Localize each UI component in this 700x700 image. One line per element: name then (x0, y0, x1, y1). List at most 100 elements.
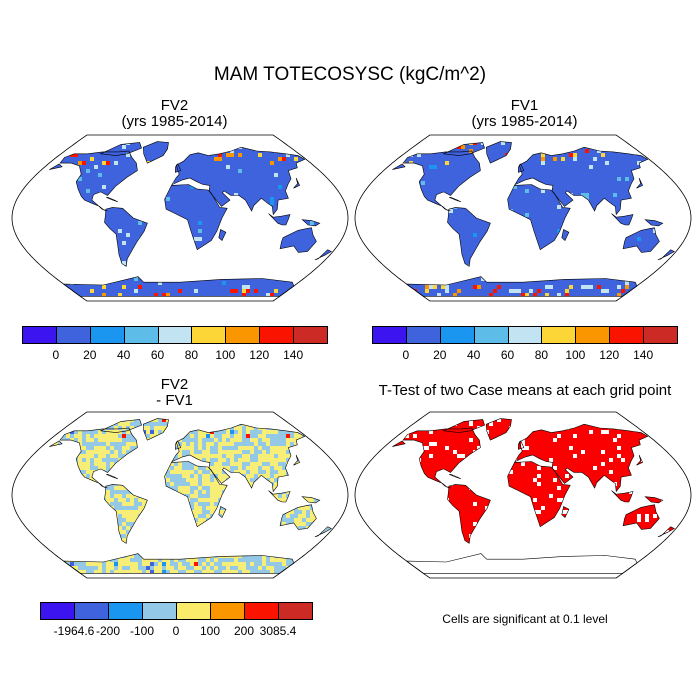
panel-diff-title-line1: FV2 (160, 376, 189, 393)
land-region (561, 229, 569, 241)
coastline (636, 177, 644, 189)
panel-fv2-title-line2: (yrs 1985-2014) (121, 113, 228, 130)
colorbar-box (108, 602, 143, 620)
coastline (622, 227, 660, 253)
coastline (442, 419, 485, 433)
coastline (301, 219, 321, 227)
colorbar-box (123, 326, 159, 344)
coastline (392, 163, 406, 170)
colorbar-box (259, 326, 295, 344)
colorbar-label: 80 (534, 348, 549, 362)
coastline (49, 440, 63, 447)
colorbar-label: 40 (116, 348, 131, 362)
coastline (218, 506, 227, 518)
colorbar-box (40, 602, 75, 620)
panel-fv1-title-line2: (yrs 1985-2014) (471, 113, 578, 130)
land-region (623, 504, 660, 530)
coastline (442, 142, 485, 156)
colorbar-label: 200 (233, 624, 255, 638)
land-region (392, 441, 406, 447)
land-region (486, 141, 512, 164)
coastline (611, 490, 634, 503)
map-border (354, 134, 692, 302)
land-region (164, 184, 228, 250)
colorbar-box (142, 602, 177, 620)
colorbar-label: 20 (433, 348, 447, 362)
colorbar-box (74, 602, 109, 620)
land-region (514, 147, 648, 215)
panel-fv2-title-line1: FV2 (160, 97, 189, 114)
coastline (636, 454, 644, 466)
coastline (644, 496, 664, 504)
colorbar-box (609, 326, 645, 344)
coastline (268, 213, 291, 226)
coastline (142, 141, 169, 164)
coastline (449, 197, 462, 203)
colorbar-difference: -1964.6 -200 -100 0 100 200 3085.4 (40, 602, 313, 638)
colorbar-label: -1964.6 (53, 624, 95, 638)
coastline (657, 526, 675, 538)
panel-diff-title-line2: - FV1 (156, 392, 193, 409)
coastline (517, 163, 525, 173)
colorbar-box (225, 326, 261, 344)
land-region (392, 164, 406, 170)
coastline (447, 207, 491, 267)
land-region (636, 455, 643, 466)
map-ttest (354, 411, 692, 579)
land-region (507, 461, 571, 527)
colorbar-box (176, 602, 211, 620)
figure-title: MAM TOTECOSYSC (kgC/m^2) (213, 64, 487, 85)
coastline (622, 504, 660, 530)
coastline (164, 461, 228, 528)
coastline (142, 418, 169, 441)
colorbar-label: 40 (466, 348, 481, 362)
colorbar-box (473, 326, 509, 344)
colorbar-label: -200 (95, 624, 121, 638)
land-region (314, 249, 332, 260)
colorbar-box (89, 326, 125, 344)
map-border (11, 411, 349, 579)
coastline (561, 506, 570, 518)
land-region (447, 484, 491, 544)
coastline (405, 553, 638, 574)
coastline (392, 440, 406, 447)
panel-diff-title: FV2 - FV1 (22, 377, 327, 409)
colorbar-label: 0 (172, 624, 180, 638)
land-region (293, 178, 300, 189)
coastline (402, 150, 481, 212)
colorbar-box (244, 602, 279, 620)
coastline (279, 227, 317, 253)
colorbar-label: 3085.4 (259, 624, 297, 638)
coastline (59, 427, 138, 489)
coastline (517, 440, 525, 450)
coastline (106, 197, 119, 203)
panel-fv2-title: FV2 (yrs 1985-2014) (22, 98, 327, 130)
panel-ttest-title: T-Test of two Case means at each grid po… (378, 382, 672, 399)
land-region (443, 142, 485, 156)
colorbar-label: 0 (402, 348, 410, 362)
coastline (293, 177, 301, 189)
coastline (405, 276, 638, 297)
land-region (218, 229, 226, 241)
coastline (402, 427, 481, 489)
coastline (611, 213, 634, 226)
colorbar-label: 120 (249, 348, 270, 362)
coastline (174, 440, 182, 450)
coastline (49, 163, 63, 170)
colorbar-label: 140 (283, 348, 304, 362)
colorbar-label: 120 (599, 348, 620, 362)
colorbar-box (210, 602, 245, 620)
colorbar-box (507, 326, 543, 344)
coastline (561, 229, 570, 241)
land-region (507, 184, 571, 250)
significance-note: Cells are significant at 0.1 level (442, 612, 608, 626)
panel-fv1-title-line1: FV1 (510, 97, 539, 114)
coastline (447, 484, 491, 544)
coastline (99, 419, 142, 433)
coastline (644, 219, 664, 227)
colorbar-label: 60 (150, 348, 165, 362)
colorbar-box (541, 326, 577, 344)
colorbar-box (22, 326, 57, 344)
coastline (314, 526, 332, 538)
colorbar-label: 20 (83, 348, 97, 362)
